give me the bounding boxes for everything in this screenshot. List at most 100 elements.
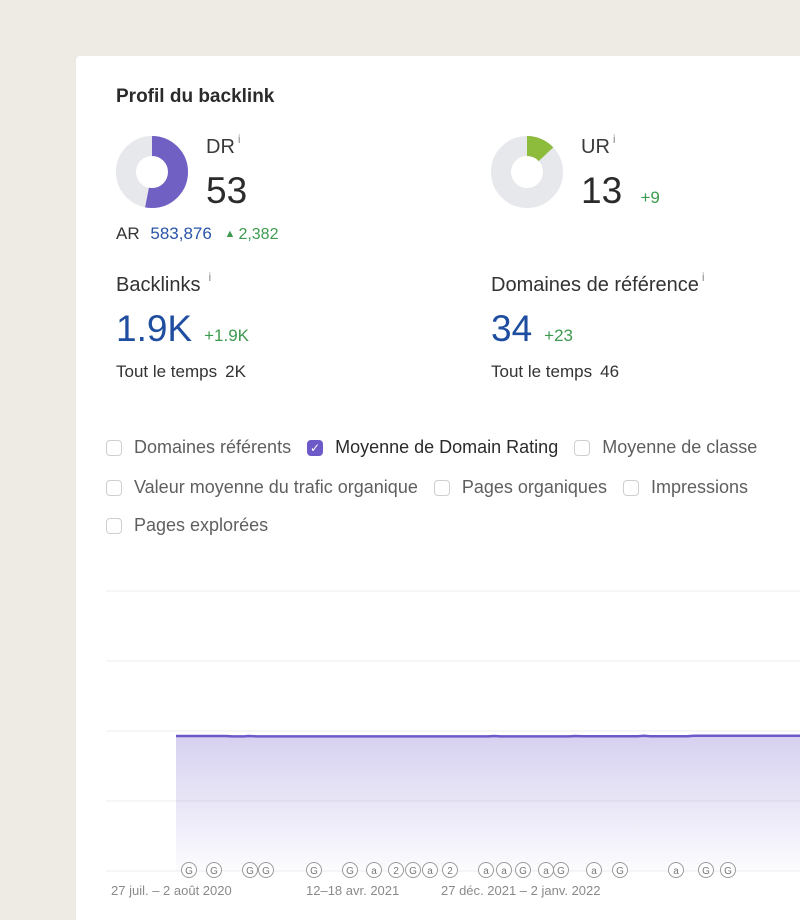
- chart-annotation-marker[interactable]: a: [366, 862, 382, 878]
- checkbox-avg-domain-rating[interactable]: ✓ Moyenne de Domain Rating: [307, 437, 558, 458]
- chart-x-tick-label: 27 déc. 2021 – 2 janv. 2022: [441, 883, 601, 898]
- backlinks-alltime-label: Tout le temps: [116, 362, 218, 381]
- chart-annotation-marker[interactable]: G: [206, 862, 222, 878]
- chart-annotation-marker[interactable]: G: [342, 862, 358, 878]
- dr-donut-arc: [116, 136, 188, 208]
- ar-delta: ▲ 2,382: [225, 226, 279, 243]
- dr-donut-chart: [116, 136, 188, 208]
- checkbox-box[interactable]: [106, 439, 122, 456]
- chart-annotation-marker[interactable]: G: [405, 862, 421, 878]
- chart-x-tick-label: 27 juil. – 2 août 2020: [111, 883, 232, 898]
- svg-text:2: 2: [393, 866, 399, 877]
- chart-annotation-marker[interactable]: a: [538, 862, 554, 878]
- backlinks-info-icon[interactable]: i: [208, 270, 212, 284]
- chart-annotation-marker[interactable]: G: [258, 862, 274, 878]
- svg-text:G: G: [724, 866, 732, 877]
- dr-info-icon[interactable]: i: [237, 132, 241, 146]
- svg-text:G: G: [557, 866, 565, 877]
- chart-annotation-marker[interactable]: G: [242, 862, 258, 878]
- refdomains-info-icon[interactable]: i: [701, 270, 705, 284]
- refdomains-alltime: Tout le temps 46: [491, 362, 619, 382]
- ur-value: 13 +9: [581, 170, 660, 212]
- chart-area-fill: [176, 735, 800, 871]
- chart-annotation-marker[interactable]: G: [698, 862, 714, 878]
- svg-text:2: 2: [447, 866, 453, 877]
- chart-series-line: [176, 734, 800, 738]
- ur-value-number: 13: [581, 170, 623, 211]
- svg-text:a: a: [591, 866, 597, 877]
- svg-text:G: G: [185, 866, 193, 877]
- chart-annotation-marker[interactable]: G: [181, 862, 197, 878]
- chart-annotation-marker[interactable]: a: [478, 862, 494, 878]
- checkmark-icon[interactable]: ✓: [307, 439, 324, 456]
- ar-delta-value: 2,382: [238, 226, 279, 243]
- checkbox-label: Pages explorées: [134, 515, 269, 535]
- svg-text:G: G: [210, 866, 218, 877]
- svg-text:G: G: [246, 866, 254, 877]
- dr-label-text: DR: [206, 136, 235, 158]
- svg-text:a: a: [427, 866, 433, 877]
- chart-annotation-marker[interactable]: a: [422, 862, 438, 878]
- metric-toggle-row-3: Pages explorées: [106, 515, 284, 536]
- svg-text:G: G: [346, 866, 354, 877]
- svg-text:G: G: [262, 866, 270, 877]
- dr-label: DR i: [206, 132, 241, 159]
- checkbox-label: Valeur moyenne du trafic organique: [134, 477, 418, 497]
- svg-text:a: a: [371, 866, 377, 877]
- dr-value: 53: [206, 170, 248, 211]
- refdomains-alltime-value: 46: [600, 362, 620, 381]
- checkbox-box[interactable]: [622, 479, 639, 496]
- refdomains-label: Domaines de référence i: [491, 270, 705, 297]
- chart-annotation-marker[interactable]: G: [306, 862, 322, 878]
- checkbox-box[interactable]: [433, 479, 450, 496]
- chart-annotation-marker[interactable]: 2: [442, 862, 458, 878]
- chart-annotation-marker[interactable]: a: [668, 862, 684, 878]
- checkbox-box[interactable]: [106, 479, 122, 496]
- refdomains-alltime-label: Tout le temps: [491, 362, 593, 381]
- svg-text:a: a: [501, 866, 507, 877]
- metric-toggle-row-2: Valeur moyenne du trafic organique Pages…: [106, 477, 764, 498]
- svg-text:G: G: [310, 866, 318, 877]
- chart-annotation-marker[interactable]: G: [720, 862, 736, 878]
- chart-annotation-marker[interactable]: G: [612, 862, 628, 878]
- refdomains-value-number[interactable]: 34: [491, 308, 533, 349]
- ar-value[interactable]: 583,876: [150, 224, 212, 243]
- checkbox-box[interactable]: [574, 439, 591, 456]
- checkbox-avg-rank[interactable]: Moyenne de classe: [574, 437, 757, 458]
- svg-text:G: G: [409, 866, 417, 877]
- chart-x-ticks: 27 juil. – 2 août 2020 12–18 avr. 2021 27 …: [111, 883, 601, 898]
- ur-info-icon[interactable]: i: [612, 132, 616, 146]
- backlink-profile-card: Profil du backlink DR i 53 AR 583,876 ▲ 2,…: [76, 56, 800, 920]
- ur-donut-chart: [491, 136, 563, 208]
- refdomains-delta: +23: [544, 326, 573, 345]
- refdomains-value: 34 +23: [491, 308, 573, 350]
- chart-annotation-marker[interactable]: a: [496, 862, 512, 878]
- chart-annotation-marker[interactable]: G: [515, 862, 531, 878]
- svg-text:G: G: [702, 866, 710, 877]
- checkbox-label: Domaines référents: [134, 437, 292, 457]
- checkbox-box[interactable]: [106, 517, 122, 534]
- chart-annotation-marker[interactable]: a: [586, 862, 602, 878]
- refdomains-label-text: Domaines de référence: [491, 274, 699, 296]
- ur-delta: +9: [640, 188, 660, 207]
- chart-x-tick-label: 12–18 avr. 2021: [306, 883, 399, 898]
- ur-donut-arc: [491, 136, 563, 208]
- backlinks-value-number[interactable]: 1.9K: [116, 308, 193, 349]
- checkbox-label: Moyenne de Domain Rating: [335, 437, 559, 457]
- backlinks-label: Backlinks i: [116, 270, 211, 297]
- svg-text:a: a: [673, 866, 679, 877]
- checkbox-organic-pages[interactable]: Pages organiques: [433, 477, 607, 498]
- backlinks-delta: +1.9K: [204, 326, 250, 345]
- checkbox-crawled-pages[interactable]: Pages explorées: [106, 515, 268, 536]
- checkbox-referring-domains[interactable]: Domaines référents: [106, 437, 291, 458]
- checkbox-impressions[interactable]: Impressions: [622, 477, 748, 498]
- checkbox-avg-organic-traffic-value[interactable]: Valeur moyenne du trafic organique: [106, 477, 418, 498]
- backlinks-alltime-value: 2K: [225, 362, 246, 381]
- ur-label: UR i: [581, 132, 616, 159]
- chart-annotation-marker[interactable]: 2: [388, 862, 404, 878]
- checkbox-label: Impressions: [650, 477, 748, 497]
- chart-annotation-marker[interactable]: G: [553, 862, 569, 878]
- checkbox-label: Pages organiques: [461, 477, 607, 497]
